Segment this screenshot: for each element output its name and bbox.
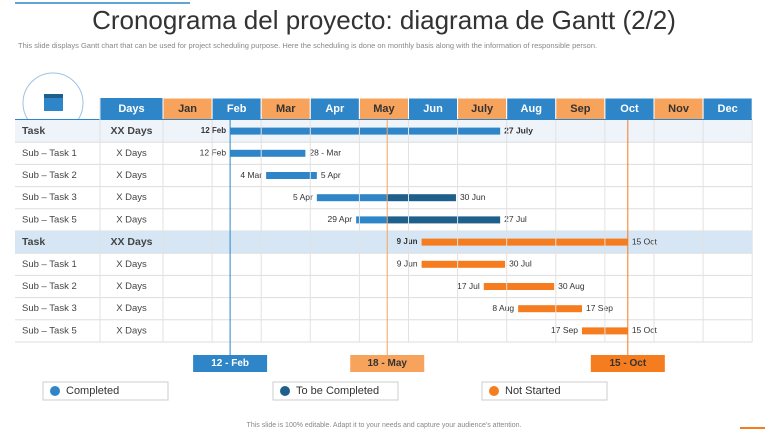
legend-label: Completed	[66, 385, 119, 397]
end-label: 15 Oct	[632, 325, 658, 335]
bar	[387, 194, 456, 202]
bar	[483, 283, 555, 290]
start-label: 5 Apr	[293, 192, 313, 202]
row-days: X Days	[116, 281, 147, 292]
end-label: 30 Aug	[558, 281, 585, 291]
start-label: 8 Aug	[492, 303, 514, 313]
row-label: Task	[22, 236, 45, 248]
bar	[387, 216, 501, 224]
legend-marker	[489, 386, 499, 396]
row-days: X Days	[116, 214, 147, 225]
row-days: X Days	[116, 325, 147, 336]
legend-label: To be Completed	[296, 385, 379, 397]
month-label: Dec	[718, 103, 738, 115]
start-label: 9 Jun	[397, 259, 418, 269]
month-label: Jan	[178, 103, 197, 115]
row-label: Sub – Task 3	[22, 303, 77, 314]
subtitle: This slide displays Gantt chart that can…	[18, 41, 597, 50]
legend-marker	[50, 386, 60, 396]
month-label: Nov	[668, 103, 690, 115]
month-label: Sep	[570, 103, 590, 115]
start-label: 12 Feb	[200, 148, 227, 158]
row-label: Sub – Task 2	[22, 281, 77, 292]
row-days: X Days	[116, 303, 147, 314]
row-days: XX Days	[110, 125, 152, 137]
header-label: Days	[118, 103, 144, 115]
start-label: 12 Feb	[201, 126, 226, 135]
month-label: Aug	[521, 103, 542, 115]
end-label: 30 Jul	[509, 259, 532, 269]
row-days: X Days	[116, 170, 147, 181]
row-label: Sub – Task 1	[22, 259, 77, 270]
end-label: 17 Sep	[586, 303, 613, 313]
row-highlight	[15, 231, 752, 254]
legend-label: Not Started	[505, 385, 561, 397]
row-days: X Days	[116, 259, 147, 270]
month-label: Oct	[620, 103, 639, 115]
row-label: Sub – Task 5	[22, 214, 77, 225]
start-label: 9 Jun	[397, 237, 418, 246]
bar	[266, 172, 317, 179]
title: Cronograma del proyecto: diagrama de Gan…	[92, 5, 676, 35]
row-label: Task	[22, 125, 45, 137]
end-label: 28 - Mar	[309, 148, 341, 158]
start-label: 17 Jul	[457, 281, 480, 291]
bar	[230, 127, 501, 135]
start-label: 4 Mar	[240, 170, 262, 180]
bar	[230, 149, 306, 157]
legend-box	[272, 381, 399, 401]
end-label: 5 Apr	[321, 170, 341, 180]
milestone-box	[590, 355, 665, 372]
bar	[421, 260, 506, 268]
end-label: 15 Oct	[632, 236, 658, 246]
legend-box	[481, 381, 608, 401]
row-label: Sub – Task 1	[22, 148, 77, 159]
milestone-label: 12 - Feb	[211, 358, 249, 369]
row-days: X Days	[116, 192, 147, 203]
end-label: 30 Jun	[460, 192, 486, 202]
month-label: Jun	[423, 103, 443, 115]
row-days: XX Days	[110, 236, 152, 248]
milestone-box	[350, 355, 425, 372]
legend-box	[42, 381, 169, 401]
start-label: 17 Sep	[551, 325, 578, 335]
row-days: X Days	[116, 148, 147, 159]
month-label: Apr	[325, 103, 345, 115]
bar	[316, 194, 388, 202]
bar	[518, 305, 582, 313]
row-label: Sub – Task 2	[22, 170, 77, 181]
month-label: July	[471, 103, 494, 115]
row-label: Sub – Task 5	[22, 325, 77, 336]
legend-marker	[280, 386, 290, 396]
milestone-label: 18 - May	[367, 358, 407, 369]
bar	[356, 216, 388, 224]
month-label: May	[373, 103, 395, 115]
start-label: 29 Apr	[328, 214, 353, 224]
footer: This slide is 100% editable. Adapt it to…	[247, 422, 522, 429]
header-cell	[100, 98, 163, 120]
bar	[421, 238, 628, 246]
milestone-box	[193, 355, 268, 372]
end-label: 27 July	[504, 125, 533, 135]
month-label: Mar	[276, 103, 296, 115]
row-label: Sub – Task 3	[22, 192, 77, 203]
calendar-icon	[22, 72, 84, 134]
month-label: Feb	[227, 103, 247, 115]
end-label: 27 Jul	[504, 214, 527, 224]
milestone-label: 15 - Oct	[609, 358, 646, 369]
